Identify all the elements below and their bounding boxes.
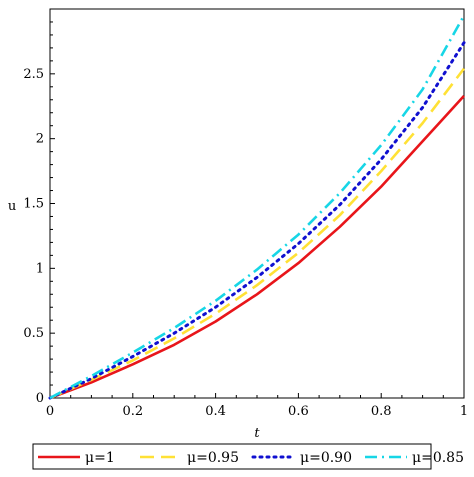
y-tick-label: 1.5 (23, 197, 44, 212)
x-axis-label: t (254, 426, 260, 441)
legend-box (32, 443, 432, 470)
x-axis: 0 0.2 0.4 0.6 0.8 1 (46, 393, 468, 419)
plot-frame (49, 8, 465, 399)
legend-label-1: μ=1 (85, 450, 115, 466)
legend-label-4: μ=0.85 (412, 450, 464, 466)
y-tick-label: 0.5 (23, 326, 44, 341)
y-tick-label: 1 (36, 261, 44, 276)
y-tick-label: 2.5 (23, 67, 44, 82)
y-tick-label: 0 (36, 391, 44, 406)
series-line-2 (49, 67, 466, 400)
x-tick-label: 0.2 (122, 404, 143, 419)
series-line-3 (48, 41, 466, 400)
series-line-4 (49, 14, 466, 400)
x-tick-label: 0 (46, 404, 54, 419)
x-tick-label: 1 (460, 404, 468, 419)
x-tick-label: 0.4 (205, 404, 226, 419)
y-tick-label: 2 (36, 132, 44, 147)
series-layer (48, 14, 466, 400)
y-axis-label: u (8, 199, 16, 214)
legend-label-2: μ=0.95 (187, 450, 239, 466)
legend: μ=1 μ=0.95 μ=0.90 μ=0.85 (32, 443, 464, 470)
x-tick-label: 0.8 (371, 404, 392, 419)
series-line-1 (49, 95, 465, 400)
y-axis: 0 0.5 1 1.5 2 2.5 (23, 21, 55, 406)
legend-label-3: μ=0.90 (300, 450, 352, 466)
x-tick-label: 0.6 (288, 404, 309, 419)
